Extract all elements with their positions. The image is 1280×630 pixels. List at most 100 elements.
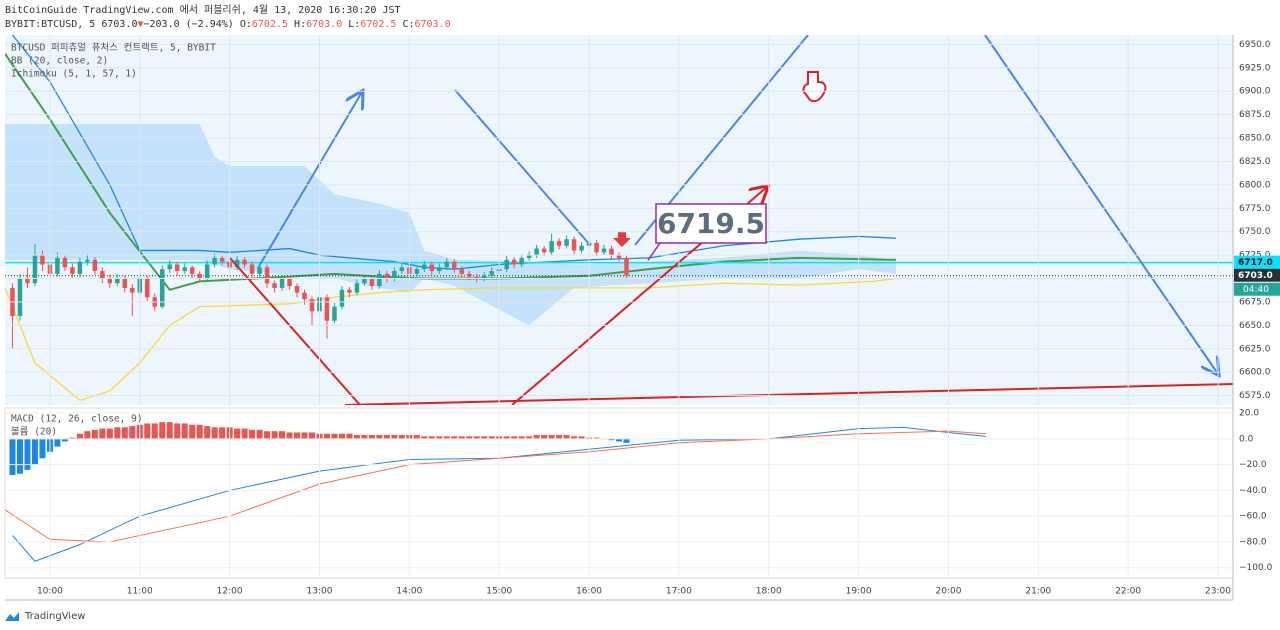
candle-body (70, 267, 75, 274)
candle-body (272, 283, 277, 288)
candle-body (526, 255, 532, 258)
histogram-bar (234, 428, 241, 439)
annotation-pointer (647, 242, 661, 261)
x-tick-label: 19:00 (846, 587, 872, 597)
candle-body (204, 264, 210, 279)
histogram-bar (421, 436, 428, 439)
candle-body (182, 267, 187, 272)
histogram-bar (556, 435, 563, 439)
l: L: (348, 19, 360, 30)
histogram-bar (623, 438, 630, 443)
histogram-bar (541, 435, 548, 439)
histogram-bar (383, 435, 390, 439)
y-tick-label: 6950.0 (1239, 40, 1271, 50)
o-value: 6702.5 (252, 19, 288, 30)
histogram-bar (309, 432, 315, 439)
trend-line (454, 89, 591, 246)
countdown-tag (1234, 282, 1280, 296)
candle-body (40, 255, 45, 265)
y-tick-label: 6800.0 (1239, 180, 1271, 190)
price-tag (1234, 268, 1280, 282)
candle-body (115, 278, 120, 284)
legend-entry: 볼륨 (20) (11, 427, 57, 438)
histogram-bar (563, 435, 570, 439)
histogram-bar (91, 429, 98, 439)
y-tick-label: −80.0 (1239, 537, 1267, 547)
histogram-bar (286, 432, 293, 439)
x-tick-label: 12:00 (217, 587, 243, 597)
candle-body (249, 264, 255, 274)
candle-body (489, 271, 494, 276)
candle-body (601, 248, 607, 253)
histogram-bar (121, 427, 128, 439)
y-tick-label: 6825.0 (1239, 157, 1271, 167)
histogram-bar (76, 433, 83, 439)
x-tick-label: 13:00 (307, 587, 333, 597)
x-tick-label: 11:00 (127, 587, 153, 597)
histogram-bar (256, 429, 263, 439)
candle-body (459, 269, 465, 274)
candle-body (556, 241, 562, 246)
h: H: (294, 19, 306, 30)
candle-body (549, 241, 554, 253)
candle-body (369, 278, 375, 287)
histogram-bar (608, 438, 615, 441)
candle-body (55, 257, 60, 274)
candle-body (219, 257, 225, 262)
countdown: 04:40 (1243, 285, 1269, 295)
candle-body (324, 297, 330, 321)
candle-body (234, 259, 240, 268)
candle-body (100, 271, 105, 279)
x-tick-label: 15:00 (486, 587, 512, 597)
candle-body (519, 257, 524, 265)
histogram-bar (346, 433, 353, 439)
histogram-bar (593, 437, 600, 439)
y-tick-label: 6575.0 (1239, 391, 1271, 401)
price-tag-label: 6703.0 (1238, 271, 1273, 281)
candle-body (257, 267, 262, 274)
candle-body (130, 287, 135, 293)
histogram-bar (69, 437, 76, 439)
arrow-icon (613, 232, 631, 247)
x-tick-label: 20:00 (935, 587, 961, 597)
legend-entry: Ichimoku (5, 1, 57, 1) (11, 69, 137, 80)
candle-body (339, 289, 345, 307)
footer: TradingView (24, 611, 85, 622)
histogram-bar (24, 438, 31, 470)
annotation-box (655, 203, 767, 244)
y-tick-label: 6675.0 (1239, 297, 1271, 307)
y-tick-label: 6775.0 (1239, 204, 1271, 214)
y-tick-label: −60.0 (1239, 512, 1267, 522)
candle-body (212, 257, 217, 265)
y-tick-label: 6650.0 (1239, 321, 1271, 331)
y-tick-label: −20.0 (1239, 460, 1267, 470)
histogram-bar (301, 432, 308, 439)
candle-body (594, 242, 599, 253)
change: −203.0 (−2.94%) (144, 19, 234, 30)
candle-body (167, 264, 172, 270)
x-tick-label: 10:00 (37, 587, 63, 597)
candle-body (504, 259, 509, 270)
candle-body (189, 267, 195, 274)
last: 6703.0 (101, 19, 137, 30)
header-title: BitCoinGuide TradingView.com 에서 퍼블리쉬, 4월… (5, 4, 401, 16)
candle-body (571, 239, 577, 251)
hand-icon (802, 71, 827, 103)
candle-body (287, 278, 292, 287)
candle-body (32, 255, 38, 284)
candle-body (481, 275, 487, 279)
histogram-bar (181, 423, 188, 439)
histogram-bar (436, 436, 443, 439)
candle-body (145, 278, 150, 298)
histogram-bar (616, 438, 622, 442)
histogram-bar (99, 428, 106, 439)
histogram-bar (31, 438, 38, 465)
candle-body (399, 267, 405, 272)
y-tick-label: 6600.0 (1239, 368, 1271, 378)
trend-line (344, 383, 1233, 405)
trend-line (257, 92, 362, 269)
candle-body (77, 261, 83, 274)
candle-body (384, 273, 390, 279)
candle-body (242, 259, 247, 265)
